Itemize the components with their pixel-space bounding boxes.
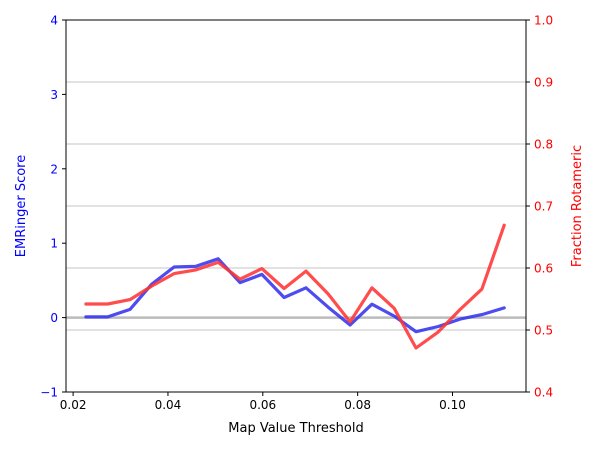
x-tick-label: 0.04	[155, 398, 182, 412]
y-left-tick-label: 4	[50, 14, 58, 28]
x-tick-label: 0.02	[60, 398, 87, 412]
y-right-ticks: 0.4 0.5 0.6 0.7 0.8 0.9 1.0	[526, 14, 553, 400]
y-left-tick-label: 1	[50, 237, 58, 251]
x-tick-label: 0.08	[344, 398, 371, 412]
y-left-tick-label: 3	[50, 88, 58, 102]
y-right-tick-label: 0.7	[534, 200, 553, 214]
y-right-tick-label: 0.6	[534, 262, 553, 276]
y-right-tick-label: 0.8	[534, 138, 553, 152]
y-left-axis-label: EMRinger Score	[14, 155, 29, 257]
series-line-emringer	[84, 257, 506, 334]
series-line-rotameric	[84, 223, 506, 350]
y-right-tick-label: 0.5	[534, 324, 553, 338]
y-left-tick-label: −1	[40, 386, 58, 400]
y-left-tick-label: 2	[50, 162, 58, 176]
x-axis-label: Map Value Threshold	[228, 421, 363, 436]
x-tick-label: 0.06	[249, 398, 276, 412]
x-tick-label: 0.10	[439, 398, 466, 412]
y-left-tick-label: 0	[50, 311, 58, 325]
y-right-tick-label: 0.4	[534, 386, 553, 400]
series-layer	[84, 223, 506, 350]
y-left-ticks: −1 0 1 2 3 4	[40, 14, 66, 400]
y-right-axis-label: Fraction Rotameric	[570, 145, 585, 267]
y-right-tick-label: 1.0	[534, 14, 553, 28]
y-right-tick-label: 0.9	[534, 76, 553, 90]
x-ticks: 0.02 0.04 0.06 0.08 0.10	[60, 392, 466, 412]
gridlines	[66, 81, 526, 331]
